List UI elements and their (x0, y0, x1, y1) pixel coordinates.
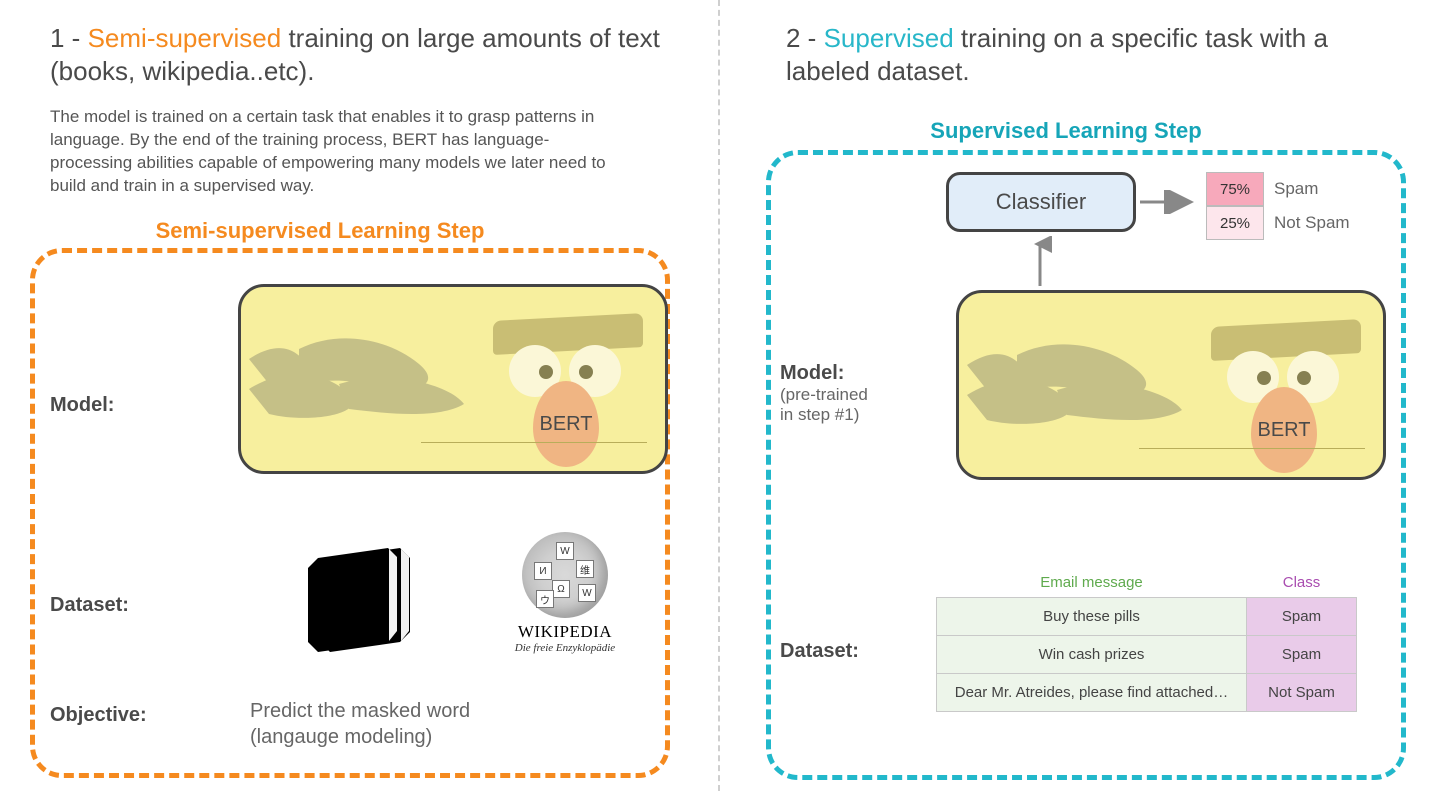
label-dataset: Dataset: (780, 640, 859, 663)
label-model: Model: (50, 394, 114, 417)
objective-line1: Predict the masked word (250, 700, 470, 722)
bert-model-box: BERT (956, 290, 1386, 480)
table-row: Dear Mr. Atreides, please find attached…… (937, 674, 1357, 712)
pred-pct-notspam: 25% (1206, 206, 1264, 240)
email-msg: Dear Mr. Atreides, please find attached… (937, 674, 1247, 712)
panel-supervised: 2 - Supervised training on a specific ta… (736, 0, 1436, 791)
label-dataset: Dataset: (50, 594, 129, 617)
label-model-sub2: in step #1) (780, 405, 868, 425)
arrow-right-icon (1140, 190, 1200, 214)
bert-model-box: BERT (238, 284, 668, 474)
heading-num: 2 - (786, 23, 824, 53)
pred-label-notspam: Not Spam (1274, 213, 1350, 233)
pred-pct-spam: 75% (1206, 172, 1264, 206)
bert-eyebrow (493, 313, 643, 355)
email-table: Email message Class Buy these pills Spam… (936, 568, 1357, 712)
classifier-label: Classifier (996, 189, 1086, 215)
email-header-cls: Class (1247, 568, 1357, 598)
vertical-divider (718, 0, 720, 791)
label-model-text: Model: (780, 362, 844, 384)
email-cls: Spam (1247, 598, 1357, 636)
step-title-left: Semi-supervised Learning Step (0, 218, 640, 244)
heading-left: 1 - Semi-supervised training on large am… (50, 22, 670, 87)
label-objective: Objective: (50, 704, 147, 727)
prediction-output: 75% Spam 25% Not Spam (1206, 172, 1350, 240)
table-row: Buy these pills Spam (937, 598, 1357, 636)
email-cls: Not Spam (1247, 674, 1357, 712)
panel-semi-supervised: 1 - Semi-supervised training on large am… (0, 0, 700, 791)
email-msg: Win cash prizes (937, 636, 1247, 674)
heading-highlight: Semi-supervised (88, 23, 282, 53)
flames-icon (249, 329, 469, 439)
bert-face: BERT (475, 295, 645, 465)
heading-highlight: Supervised (824, 23, 954, 53)
pred-label-spam: Spam (1274, 179, 1318, 199)
bert-eyebrow (1211, 319, 1361, 361)
objective-line2: (langauge modeling) (250, 726, 432, 748)
classifier-box: Classifier (946, 172, 1136, 232)
email-msg: Buy these pills (937, 598, 1247, 636)
wikipedia-name: WIKIPEDIA (500, 622, 630, 642)
label-model-sub1: (pre-trained (780, 385, 868, 405)
wikipedia-icon: W И 维 Ω W ウ WIKIPEDIA Die freie Enzyklop… (500, 532, 630, 654)
heading-num: 1 - (50, 23, 88, 53)
subtext-left: The model is trained on a certain task t… (50, 106, 610, 198)
bert-face: BERT (1193, 301, 1363, 471)
flames-icon (967, 335, 1187, 445)
arrow-up-icon (1028, 236, 1052, 290)
heading-right: 2 - Supervised training on a specific ta… (786, 22, 1406, 87)
label-model: Model: (pre-trained in step #1) (780, 362, 868, 425)
table-row: Win cash prizes Spam (937, 636, 1357, 674)
books-icon (300, 540, 430, 665)
bert-nose-label: BERT (533, 381, 599, 467)
wikipedia-sub: Die freie Enzyklopädie (500, 642, 630, 654)
email-header-msg: Email message (937, 568, 1247, 598)
step-title-right: Supervised Learning Step (736, 118, 1396, 144)
bert-nose-label: BERT (1251, 387, 1317, 473)
email-cls: Spam (1247, 636, 1357, 674)
